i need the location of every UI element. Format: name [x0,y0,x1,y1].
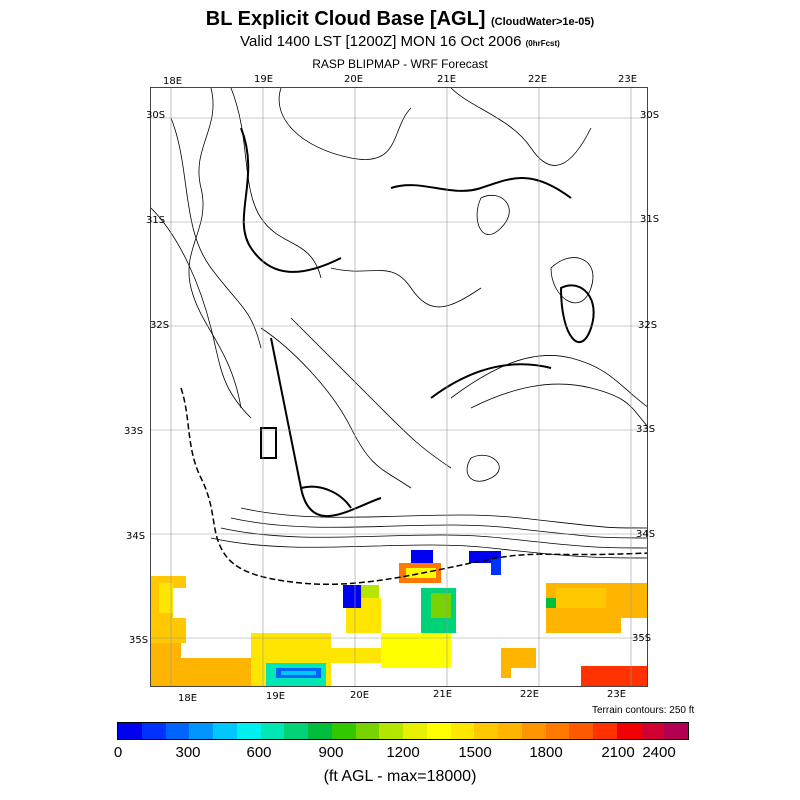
colorbar-tick: 600 [246,744,272,761]
lat-label-right: 33S [636,424,656,435]
colorbar-swatch [664,723,688,739]
lon-label-bottom: 20E [350,690,370,701]
colorbar-swatch [331,723,356,739]
colorbar-swatch [213,723,237,739]
lat-label-left: 35S [129,635,149,646]
colorbar-swatch [141,723,166,739]
lat-label-left: 33S [124,426,144,437]
lon-label-top: 22E [528,74,548,85]
lat-label-left: 34S [126,531,146,542]
colorbar-tick: 1500 [458,744,492,761]
product-name: RASP BLIPMAP - WRF Forecast [312,57,488,71]
colorbar-swatch [260,723,285,739]
colorbar-tick: 1800 [529,744,563,761]
lat-label-right: 32S [638,320,658,331]
colorbar-swatch [379,723,403,739]
title-main: BL Explicit Cloud Base [AGL] [205,8,486,30]
lat-label-right: 34S [636,529,656,540]
lon-label-top: 20E [344,74,364,85]
terrain-contours-bold [240,127,595,518]
colorbar-tick: 2100 [601,744,635,761]
lon-label-bottom: 21E [433,689,453,700]
colorbar-swatch [450,723,475,739]
lat-label-left: 30S [146,110,166,121]
forecast-hour: (0hrFcst) [525,39,560,48]
colorbar-swatch [189,723,213,739]
lon-label-top: 23E [618,74,638,85]
colorbar-swatch [545,723,570,739]
colorbar-swatch [640,723,665,739]
terrain-contour-note: Terrain contours: 250 ft [592,705,695,716]
colorbar-swatch [474,723,498,739]
lon-label-bottom: 22E [520,689,540,700]
colorbar-swatch [426,723,451,739]
terrain-contours [151,88,647,559]
lon-label-top: 21E [437,74,457,85]
valid-time: Valid 1400 LST [1200Z] MON 16 Oct 2006 (… [0,33,800,50]
colorbar-swatch [403,723,427,739]
lat-label-left: 32S [150,320,170,331]
colorbar-swatch [236,723,261,739]
colorbar-swatch [593,723,617,739]
colorbar-tick: 900 [318,744,344,761]
map-graphics [151,88,647,686]
colorbar-swatch [284,723,308,739]
lat-label-right: 30S [640,110,660,121]
colorbar-units: (ft AGL - max=18000) [323,768,477,785]
colorbar-tick: 1200 [386,744,420,761]
valid-text: Valid 1400 LST [1200Z] MON 16 Oct 2006 [240,33,522,50]
colorbar-swatch [569,723,593,739]
lon-label-top: 18E [163,76,183,87]
colorbar-swatch [355,723,380,739]
lon-label-bottom: 18E [178,693,198,704]
colorbar-swatch [308,723,332,739]
cloud-base-fill [151,550,647,686]
colorbar [117,722,689,740]
lon-label-top: 19E [254,74,274,85]
lat-label-left: 31S [146,215,166,226]
colorbar-swatch [165,723,190,739]
map-title: BL Explicit Cloud Base [AGL] (CloudWater… [0,8,800,31]
lat-label-right: 31S [640,214,660,225]
colorbar-swatch [521,723,546,739]
colorbar-tick: 0 [113,744,123,761]
colorbar-swatch [616,723,641,739]
coastline [180,387,647,586]
lon-label-bottom: 19E [266,691,286,702]
title-suffix: (CloudWater>1e-05) [491,16,595,28]
lon-label-bottom: 23E [607,689,627,700]
colorbar-swatch [118,723,142,739]
colorbar-tick: 2400 [642,744,676,761]
forecast-map [150,87,648,687]
lat-lon-grid [151,88,647,686]
colorbar-tick: 300 [175,744,201,761]
colorbar-swatch [498,723,522,739]
lat-label-right: 35S [632,633,652,644]
